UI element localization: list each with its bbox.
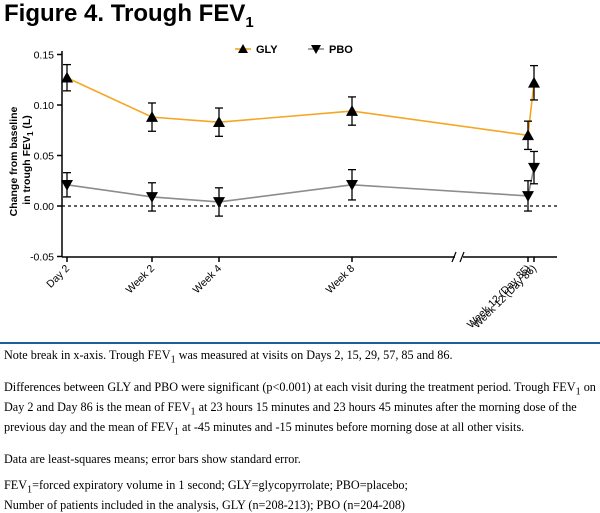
figure-title-subscript: 1 (245, 13, 254, 31)
legend-label: GLY (256, 44, 278, 56)
y-axis-label-unit: (L) (21, 115, 33, 131)
x-axis: Day 2 Week 2 Week 4 Week 8 Week 12 (Day 85)W… (44, 251, 557, 331)
y-axis-label-subscript: 1 (26, 131, 35, 136)
y-tick-label: 0.15 (34, 50, 55, 62)
plot-area (61, 63, 540, 217)
gly-marker (522, 129, 534, 141)
gly-marker (213, 116, 225, 127)
y-axis: 0.15 0.10 0.05 0.00 -0.05 (30, 50, 63, 264)
series-pbo (61, 150, 540, 217)
pbo-marker (528, 162, 540, 174)
x-axis-break-mark (459, 251, 465, 263)
pbo-marker (146, 192, 158, 203)
legend-marker (311, 45, 321, 54)
x-tick-label: Week 2 (124, 263, 158, 297)
gly-marker (61, 71, 73, 83)
section-divider (0, 342, 600, 344)
figure-notes: Note break in x-axis. Trough FEV1 was me… (4, 348, 596, 513)
gly-marker (146, 111, 158, 122)
y-tick-label: 0.00 (34, 201, 55, 213)
y-axis-label: Change from baseline in trough FEV1 (L) (8, 104, 35, 217)
series-gly (61, 63, 540, 151)
legend: GLY PBO (235, 44, 353, 56)
legend-label: PBO (329, 44, 353, 56)
note-axis-break: Note break in x-axis. Trough FEV1 was me… (4, 348, 453, 366)
y-axis-label-line2: in trough FEV (21, 136, 33, 205)
note-patient-counts: Number of patients included in the analy… (4, 498, 405, 513)
note-abbreviations: FEV1=forced expiratory volume in 1 secon… (4, 478, 408, 496)
fev1-line-chart: 0.15 0.10 0.05 0.00 -0.05 Day 2 Week 2 Week 4 W… (8, 44, 557, 331)
x-tick-label: Week 4 (191, 263, 225, 297)
y-tick-label: 0.05 (34, 151, 55, 163)
y-axis-label-line1: Change from baseline (8, 106, 20, 216)
y-tick-label: -0.05 (30, 252, 54, 264)
y-tick-label: 0.10 (34, 100, 55, 112)
gly-marker (528, 76, 540, 88)
pbo-marker (213, 197, 225, 208)
legend-marker (238, 44, 248, 53)
note-significance: Differences between GLY and PBO were sig… (4, 379, 596, 438)
pbo-line (66, 167, 535, 203)
x-tick-label: Week 12 (Day 86) (471, 263, 539, 331)
pbo-marker (346, 179, 358, 191)
figure-title: Figure 4. Trough FEV1 (4, 0, 254, 31)
pbo-marker (61, 179, 73, 191)
x-axis-break-mark (451, 251, 457, 263)
x-tick-label: Day 2 (44, 263, 72, 291)
pbo-marker (522, 191, 534, 202)
note-data-description: Data are least-squares means; error bars… (4, 451, 301, 466)
gly-marker (346, 105, 358, 116)
gly-line (66, 77, 535, 137)
x-tick-label: Week 8 (324, 263, 358, 297)
